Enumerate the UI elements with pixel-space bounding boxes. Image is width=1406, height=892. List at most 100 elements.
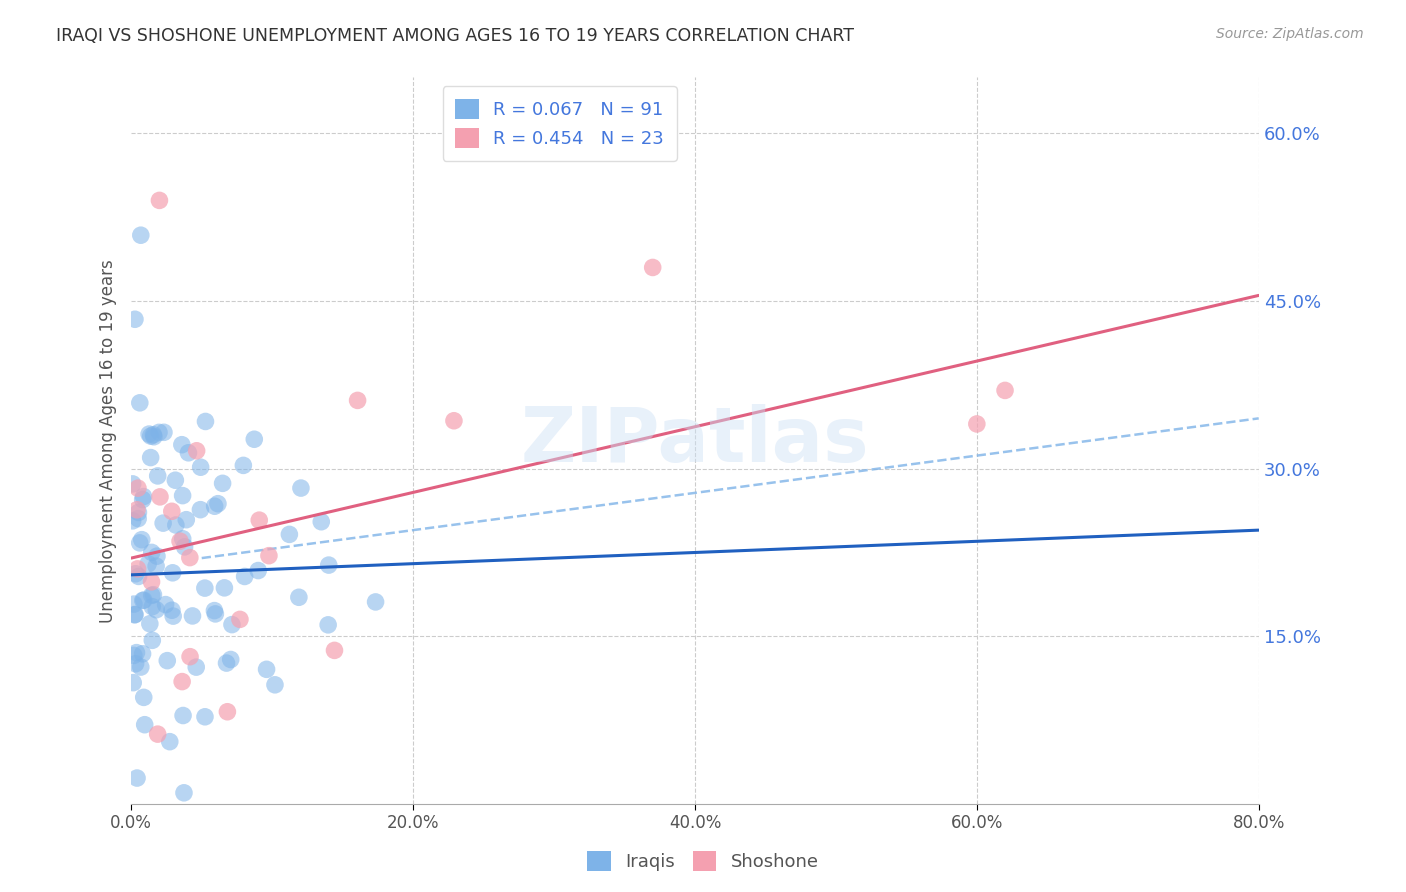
Point bbox=[124, 607, 146, 622]
Point bbox=[128, 396, 150, 410]
Point bbox=[186, 660, 208, 674]
Point bbox=[124, 657, 146, 671]
Point bbox=[346, 393, 368, 408]
Point bbox=[219, 652, 242, 666]
Point bbox=[318, 558, 340, 573]
Point bbox=[148, 194, 170, 208]
Point bbox=[141, 588, 163, 602]
Point bbox=[160, 603, 183, 617]
Point bbox=[124, 607, 146, 622]
Point bbox=[142, 430, 165, 444]
Point bbox=[141, 633, 163, 648]
Point bbox=[124, 312, 146, 326]
Point bbox=[138, 427, 160, 442]
Point bbox=[181, 609, 204, 624]
Point bbox=[129, 228, 152, 243]
Point bbox=[128, 536, 150, 550]
Point bbox=[127, 481, 149, 495]
Text: Source: ZipAtlas.com: Source: ZipAtlas.com bbox=[1216, 27, 1364, 41]
Point bbox=[641, 260, 664, 275]
Point bbox=[214, 581, 236, 595]
Point bbox=[194, 414, 217, 428]
Point bbox=[141, 599, 163, 614]
Point bbox=[121, 476, 143, 491]
Point bbox=[155, 598, 177, 612]
Point bbox=[247, 513, 270, 527]
Point bbox=[132, 690, 155, 705]
Point bbox=[204, 500, 226, 514]
Point bbox=[148, 425, 170, 440]
Point bbox=[124, 566, 146, 581]
Point bbox=[172, 489, 194, 503]
Point bbox=[217, 705, 239, 719]
Point bbox=[172, 532, 194, 546]
Point bbox=[215, 656, 238, 670]
Point bbox=[179, 550, 201, 565]
Point bbox=[190, 460, 212, 475]
Point bbox=[179, 649, 201, 664]
Point bbox=[256, 662, 278, 676]
Point bbox=[211, 476, 233, 491]
Point bbox=[247, 564, 270, 578]
Point bbox=[145, 603, 167, 617]
Point bbox=[278, 527, 301, 541]
Point bbox=[132, 593, 155, 607]
Point bbox=[160, 504, 183, 518]
Point bbox=[288, 591, 311, 605]
Point bbox=[243, 432, 266, 446]
Point bbox=[229, 612, 252, 626]
Point bbox=[172, 674, 194, 689]
Point bbox=[127, 511, 149, 525]
Legend: R = 0.067   N = 91, R = 0.454   N = 23: R = 0.067 N = 91, R = 0.454 N = 23 bbox=[443, 87, 676, 161]
Point bbox=[146, 549, 169, 564]
Point bbox=[233, 569, 256, 583]
Point bbox=[169, 534, 191, 549]
Point bbox=[131, 647, 153, 661]
Point bbox=[142, 427, 165, 442]
Point bbox=[264, 678, 287, 692]
Point bbox=[165, 518, 187, 533]
Point bbox=[290, 481, 312, 495]
Point bbox=[165, 473, 187, 487]
Point bbox=[125, 771, 148, 785]
Point bbox=[125, 503, 148, 517]
Point bbox=[136, 557, 159, 571]
Text: IRAQI VS SHOSHONE UNEMPLOYMENT AMONG AGES 16 TO 19 YEARS CORRELATION CHART: IRAQI VS SHOSHONE UNEMPLOYMENT AMONG AGE… bbox=[56, 27, 855, 45]
Point bbox=[323, 643, 346, 657]
Point bbox=[121, 514, 143, 528]
Point bbox=[221, 617, 243, 632]
Point bbox=[159, 734, 181, 748]
Point bbox=[122, 597, 145, 611]
Point bbox=[177, 446, 200, 460]
Point bbox=[207, 497, 229, 511]
Point bbox=[170, 438, 193, 452]
Point bbox=[316, 618, 339, 632]
Point bbox=[204, 607, 226, 621]
Text: ZIPatlas: ZIPatlas bbox=[520, 404, 869, 478]
Point bbox=[257, 549, 280, 563]
Point bbox=[141, 574, 163, 589]
Point bbox=[142, 588, 165, 602]
Point bbox=[232, 458, 254, 473]
Point bbox=[146, 727, 169, 741]
Point bbox=[966, 417, 988, 431]
Point bbox=[122, 648, 145, 663]
Point bbox=[162, 566, 184, 580]
Point bbox=[309, 515, 332, 529]
Point bbox=[173, 786, 195, 800]
Point bbox=[443, 414, 465, 428]
Point bbox=[202, 604, 225, 618]
Point bbox=[131, 533, 153, 547]
Point bbox=[172, 708, 194, 723]
Point bbox=[153, 425, 176, 440]
Point bbox=[173, 540, 195, 554]
Point bbox=[132, 593, 155, 607]
Point bbox=[364, 595, 387, 609]
Point bbox=[162, 609, 184, 624]
Legend: Iraqis, Shoshone: Iraqis, Shoshone bbox=[579, 844, 827, 879]
Point bbox=[127, 505, 149, 519]
Point bbox=[174, 513, 197, 527]
Point bbox=[122, 675, 145, 690]
Point bbox=[141, 545, 163, 559]
Point bbox=[194, 710, 217, 724]
